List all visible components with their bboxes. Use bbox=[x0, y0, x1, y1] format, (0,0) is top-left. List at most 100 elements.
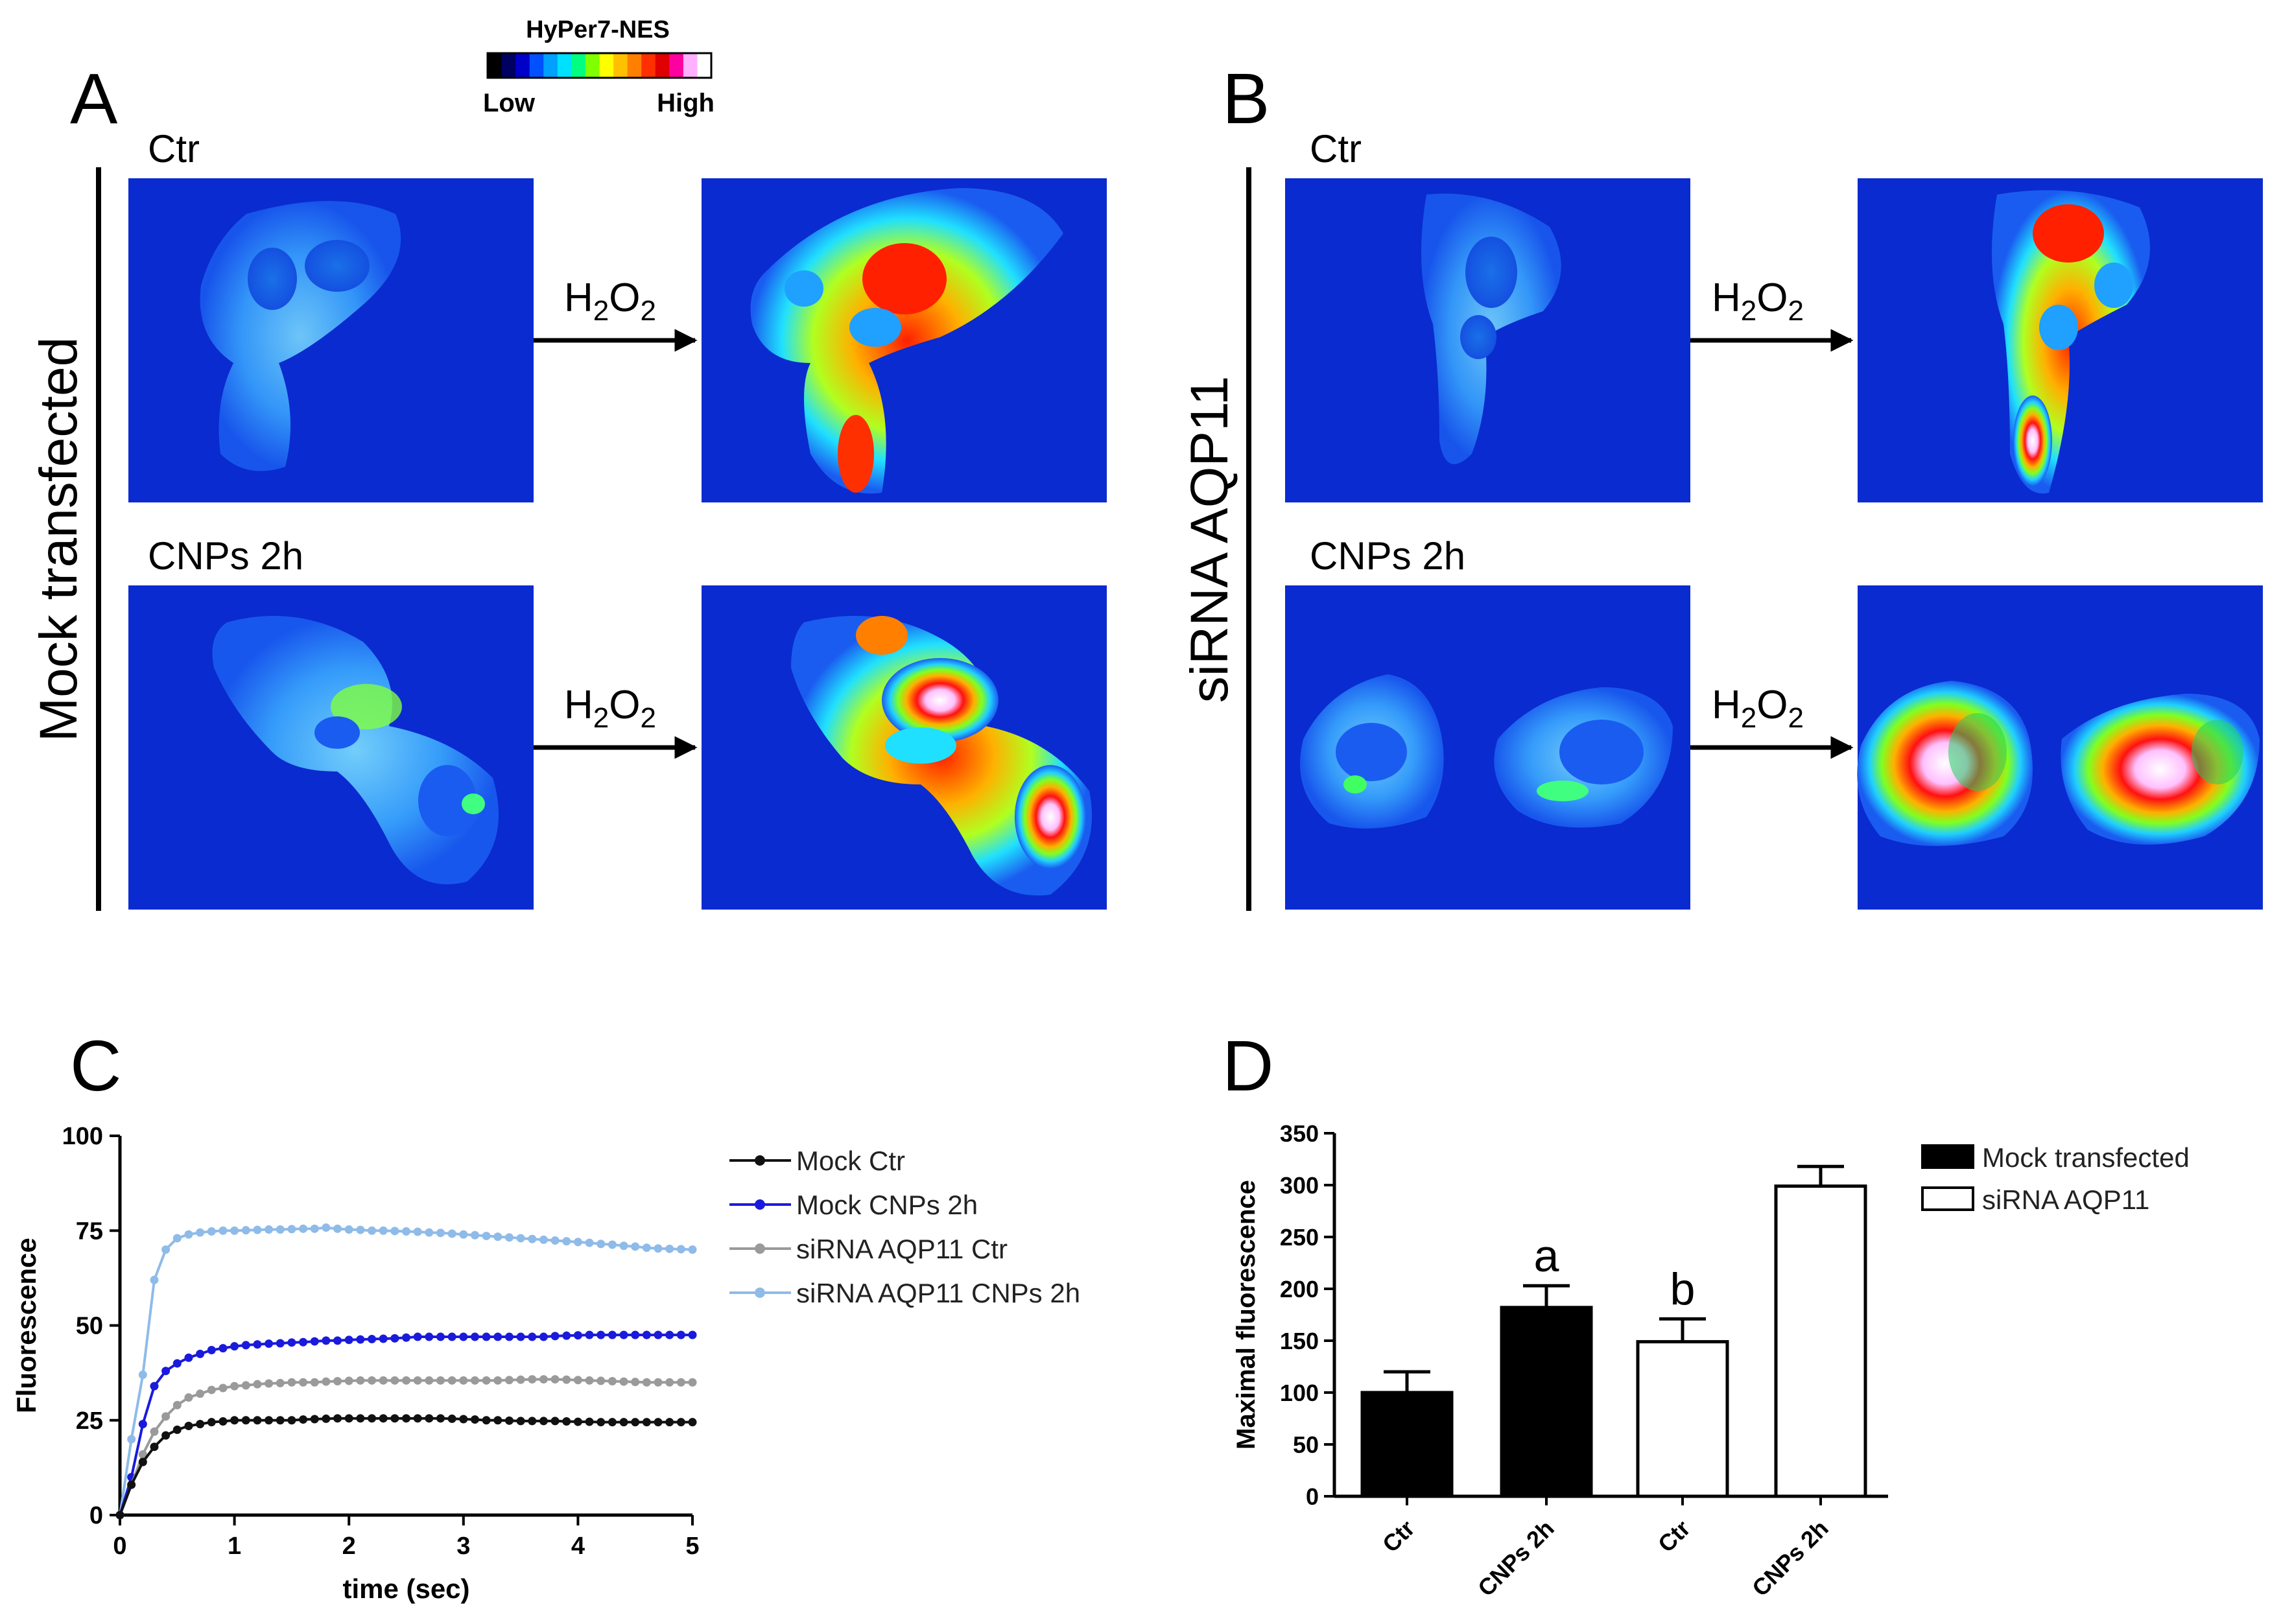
data-point bbox=[654, 1378, 663, 1387]
data-point bbox=[539, 1235, 548, 1244]
data-point bbox=[138, 1450, 147, 1459]
data-point bbox=[597, 1330, 606, 1339]
data-point bbox=[161, 1245, 171, 1254]
data-point bbox=[665, 1244, 674, 1253]
data-point bbox=[310, 1415, 319, 1424]
colorbar-low-label: Low bbox=[483, 89, 536, 117]
bar bbox=[1636, 1340, 1729, 1498]
data-point bbox=[447, 1414, 456, 1423]
data-point bbox=[344, 1376, 353, 1385]
data-point bbox=[265, 1225, 274, 1234]
micrograph-a-ctr-before bbox=[128, 178, 534, 502]
data-point bbox=[322, 1377, 331, 1386]
data-point bbox=[642, 1330, 651, 1339]
panel-d: D 0 50 100 150 200 250 300 350 Maximal fluoresce… bbox=[1222, 1026, 2190, 1601]
colorbar-swatch bbox=[557, 53, 572, 78]
data-point bbox=[253, 1380, 262, 1389]
data-point bbox=[597, 1418, 606, 1427]
y-tick-label: 300 bbox=[1280, 1172, 1319, 1199]
data-point bbox=[219, 1383, 228, 1393]
y-tick-label: 100 bbox=[62, 1123, 103, 1150]
data-point bbox=[436, 1332, 445, 1341]
data-point bbox=[688, 1418, 697, 1427]
data-point bbox=[550, 1332, 560, 1341]
data-point bbox=[459, 1230, 468, 1239]
data-point bbox=[310, 1378, 319, 1387]
legend-marker bbox=[755, 1199, 765, 1210]
data-point bbox=[219, 1226, 228, 1235]
data-point bbox=[356, 1335, 365, 1344]
y-tick-label: 0 bbox=[89, 1502, 103, 1529]
data-point bbox=[573, 1238, 582, 1247]
data-point bbox=[161, 1412, 171, 1421]
data-point bbox=[402, 1414, 410, 1423]
data-point bbox=[459, 1376, 468, 1385]
data-point bbox=[447, 1332, 456, 1341]
x-tick-label: CNPs 2h bbox=[1472, 1515, 1559, 1602]
data-point bbox=[688, 1378, 697, 1387]
data-point bbox=[597, 1376, 606, 1385]
data-point bbox=[276, 1339, 285, 1348]
data-point bbox=[276, 1225, 285, 1234]
legend-swatch bbox=[1921, 1144, 1974, 1169]
data-point bbox=[573, 1376, 582, 1385]
data-point bbox=[322, 1336, 331, 1345]
data-point bbox=[207, 1385, 216, 1395]
series-line bbox=[119, 1334, 692, 1516]
data-point bbox=[115, 1511, 124, 1520]
data-point bbox=[413, 1414, 422, 1423]
micrograph-b-ctr-after bbox=[1858, 178, 2263, 502]
x-tick-label: CNPs 2h bbox=[1747, 1515, 1834, 1602]
micrograph-b-cnps-before bbox=[1285, 585, 1690, 910]
data-point bbox=[356, 1225, 365, 1234]
h2o2-label-a-cnps: H2O2 bbox=[564, 683, 656, 734]
data-point bbox=[482, 1332, 491, 1341]
data-point bbox=[539, 1332, 548, 1341]
data-point bbox=[665, 1378, 674, 1387]
colorbar-swatch bbox=[613, 53, 628, 78]
data-point bbox=[356, 1414, 365, 1423]
data-point bbox=[676, 1418, 685, 1427]
data-point bbox=[436, 1229, 445, 1238]
data-point bbox=[172, 1359, 182, 1368]
data-point bbox=[333, 1224, 342, 1233]
data-point bbox=[608, 1330, 617, 1339]
data-point bbox=[322, 1223, 331, 1232]
data-point bbox=[368, 1376, 377, 1385]
data-point bbox=[470, 1230, 479, 1240]
data-point bbox=[528, 1375, 537, 1384]
data-point bbox=[184, 1393, 193, 1402]
data-point bbox=[539, 1417, 548, 1426]
data-point bbox=[676, 1245, 685, 1254]
data-point bbox=[642, 1243, 651, 1253]
data-point bbox=[333, 1414, 342, 1423]
colorbar-frame bbox=[486, 52, 713, 79]
data-point bbox=[241, 1416, 250, 1425]
x-tick-label: 3 bbox=[456, 1533, 470, 1560]
data-point bbox=[550, 1417, 560, 1426]
data-point bbox=[619, 1330, 628, 1339]
data-point bbox=[276, 1416, 285, 1425]
x-tick-label: Ctr bbox=[1653, 1515, 1696, 1558]
data-point bbox=[310, 1224, 319, 1233]
data-point bbox=[619, 1418, 628, 1427]
data-point bbox=[299, 1415, 308, 1424]
data-point bbox=[184, 1230, 193, 1239]
data-point bbox=[379, 1334, 388, 1343]
data-point bbox=[516, 1332, 525, 1341]
data-point bbox=[459, 1415, 468, 1424]
legend-label: siRNA AQP11 Ctr bbox=[796, 1234, 1008, 1264]
x-tick-label: 2 bbox=[342, 1533, 356, 1560]
panel-b-side-label: siRNA AQP11 bbox=[1180, 376, 1239, 703]
data-point bbox=[196, 1349, 205, 1358]
data-point bbox=[241, 1381, 250, 1390]
data-point bbox=[676, 1378, 685, 1387]
data-point bbox=[402, 1333, 410, 1342]
y-tick-label: 350 bbox=[1280, 1120, 1319, 1147]
panel-b-row-cnps-label: CNPs 2h bbox=[1310, 534, 1465, 578]
data-point bbox=[425, 1332, 434, 1341]
data-point bbox=[344, 1336, 353, 1345]
data-point bbox=[654, 1244, 663, 1253]
y-tick-label: 0 bbox=[1306, 1483, 1319, 1510]
panel-b-letter: B bbox=[1222, 59, 1270, 139]
